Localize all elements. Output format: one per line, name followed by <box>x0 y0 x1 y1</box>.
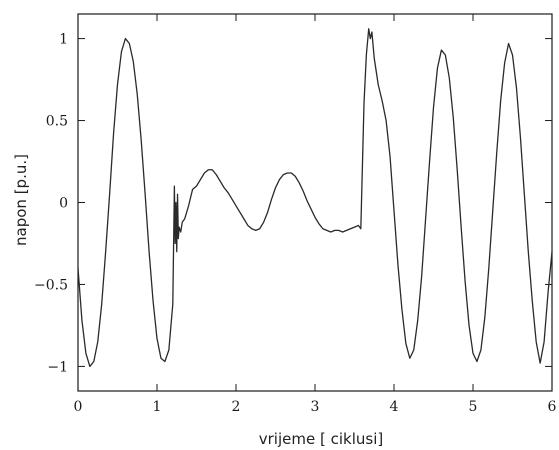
x-tick-label: 1 <box>153 399 162 415</box>
y-tick-label: 0 <box>59 196 68 212</box>
x-tick-label: 4 <box>390 399 399 415</box>
y-axis-label: napon [p.u.] <box>12 154 30 246</box>
x-axis-label: vrijeme [ ciklusi] <box>259 430 383 448</box>
y-tick-label: 0.5 <box>46 114 68 130</box>
voltage-series-line <box>77 28 553 368</box>
x-tick-label: 2 <box>232 399 241 415</box>
x-tick-label: 0 <box>74 399 83 415</box>
y-tick-labels: 1 0.5 0 −0.5 −1 <box>34 32 68 376</box>
x-tick-label: 6 <box>548 399 557 415</box>
x-tick-label: 5 <box>469 399 478 415</box>
y-tick-label: 1 <box>59 32 68 48</box>
x-tick-label: 3 <box>311 399 320 415</box>
y-tick-label: −1 <box>47 359 68 375</box>
axis-ticks <box>77 14 553 391</box>
x-tick-labels: 0 1 2 3 4 5 6 <box>74 399 557 415</box>
y-tick-label: −0.5 <box>34 277 68 293</box>
plot-frame <box>77 13 553 392</box>
